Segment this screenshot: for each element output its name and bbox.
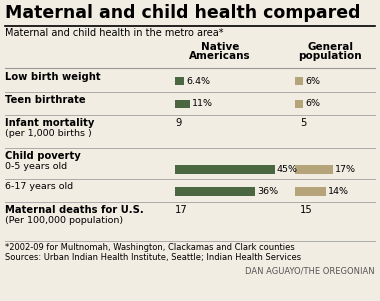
Text: Sources: Urban Indian Health Institute, Seattle; Indian Health Services: Sources: Urban Indian Health Institute, … <box>5 253 301 262</box>
Bar <box>175 165 275 173</box>
Text: DAN AGUAYO/THE OREGONIAN: DAN AGUAYO/THE OREGONIAN <box>245 266 375 275</box>
Text: (per 1,000 births ): (per 1,000 births ) <box>5 129 92 138</box>
Text: 6%: 6% <box>306 100 320 108</box>
Text: 5: 5 <box>300 118 306 128</box>
Text: *2002-09 for Multnomah, Washington, Clackamas and Clark counties: *2002-09 for Multnomah, Washington, Clac… <box>5 243 295 252</box>
Text: 9: 9 <box>175 118 181 128</box>
Text: 0-5 years old: 0-5 years old <box>5 162 67 171</box>
Text: population: population <box>298 51 362 61</box>
Bar <box>175 77 184 85</box>
Text: Maternal and child health compared: Maternal and child health compared <box>5 4 361 22</box>
Text: 14%: 14% <box>328 187 349 196</box>
Text: Maternal deaths for U.S.: Maternal deaths for U.S. <box>5 205 144 215</box>
Bar <box>175 100 190 108</box>
Text: General: General <box>307 42 353 52</box>
Bar <box>295 165 333 173</box>
Text: Native: Native <box>201 42 239 52</box>
Bar <box>295 100 303 108</box>
Text: Infant mortality: Infant mortality <box>5 118 94 128</box>
Text: Teen birthrate: Teen birthrate <box>5 95 86 105</box>
Text: Child poverty: Child poverty <box>5 151 81 161</box>
Text: 6-17 years old: 6-17 years old <box>5 182 73 191</box>
Text: 17: 17 <box>175 205 188 215</box>
Text: Americans: Americans <box>189 51 251 61</box>
Bar <box>295 187 326 196</box>
Bar <box>175 187 255 196</box>
Text: 6%: 6% <box>306 76 320 85</box>
Text: Low birth weight: Low birth weight <box>5 72 101 82</box>
Text: 15: 15 <box>300 205 313 215</box>
Text: (Per 100,000 population): (Per 100,000 population) <box>5 216 123 225</box>
Text: 11%: 11% <box>192 100 214 108</box>
Text: 36%: 36% <box>257 187 278 196</box>
Text: 17%: 17% <box>335 165 356 173</box>
Text: Maternal and child health in the metro area*: Maternal and child health in the metro a… <box>5 28 223 38</box>
Text: 6.4%: 6.4% <box>186 76 210 85</box>
Text: 45%: 45% <box>277 165 298 173</box>
Bar <box>295 77 303 85</box>
